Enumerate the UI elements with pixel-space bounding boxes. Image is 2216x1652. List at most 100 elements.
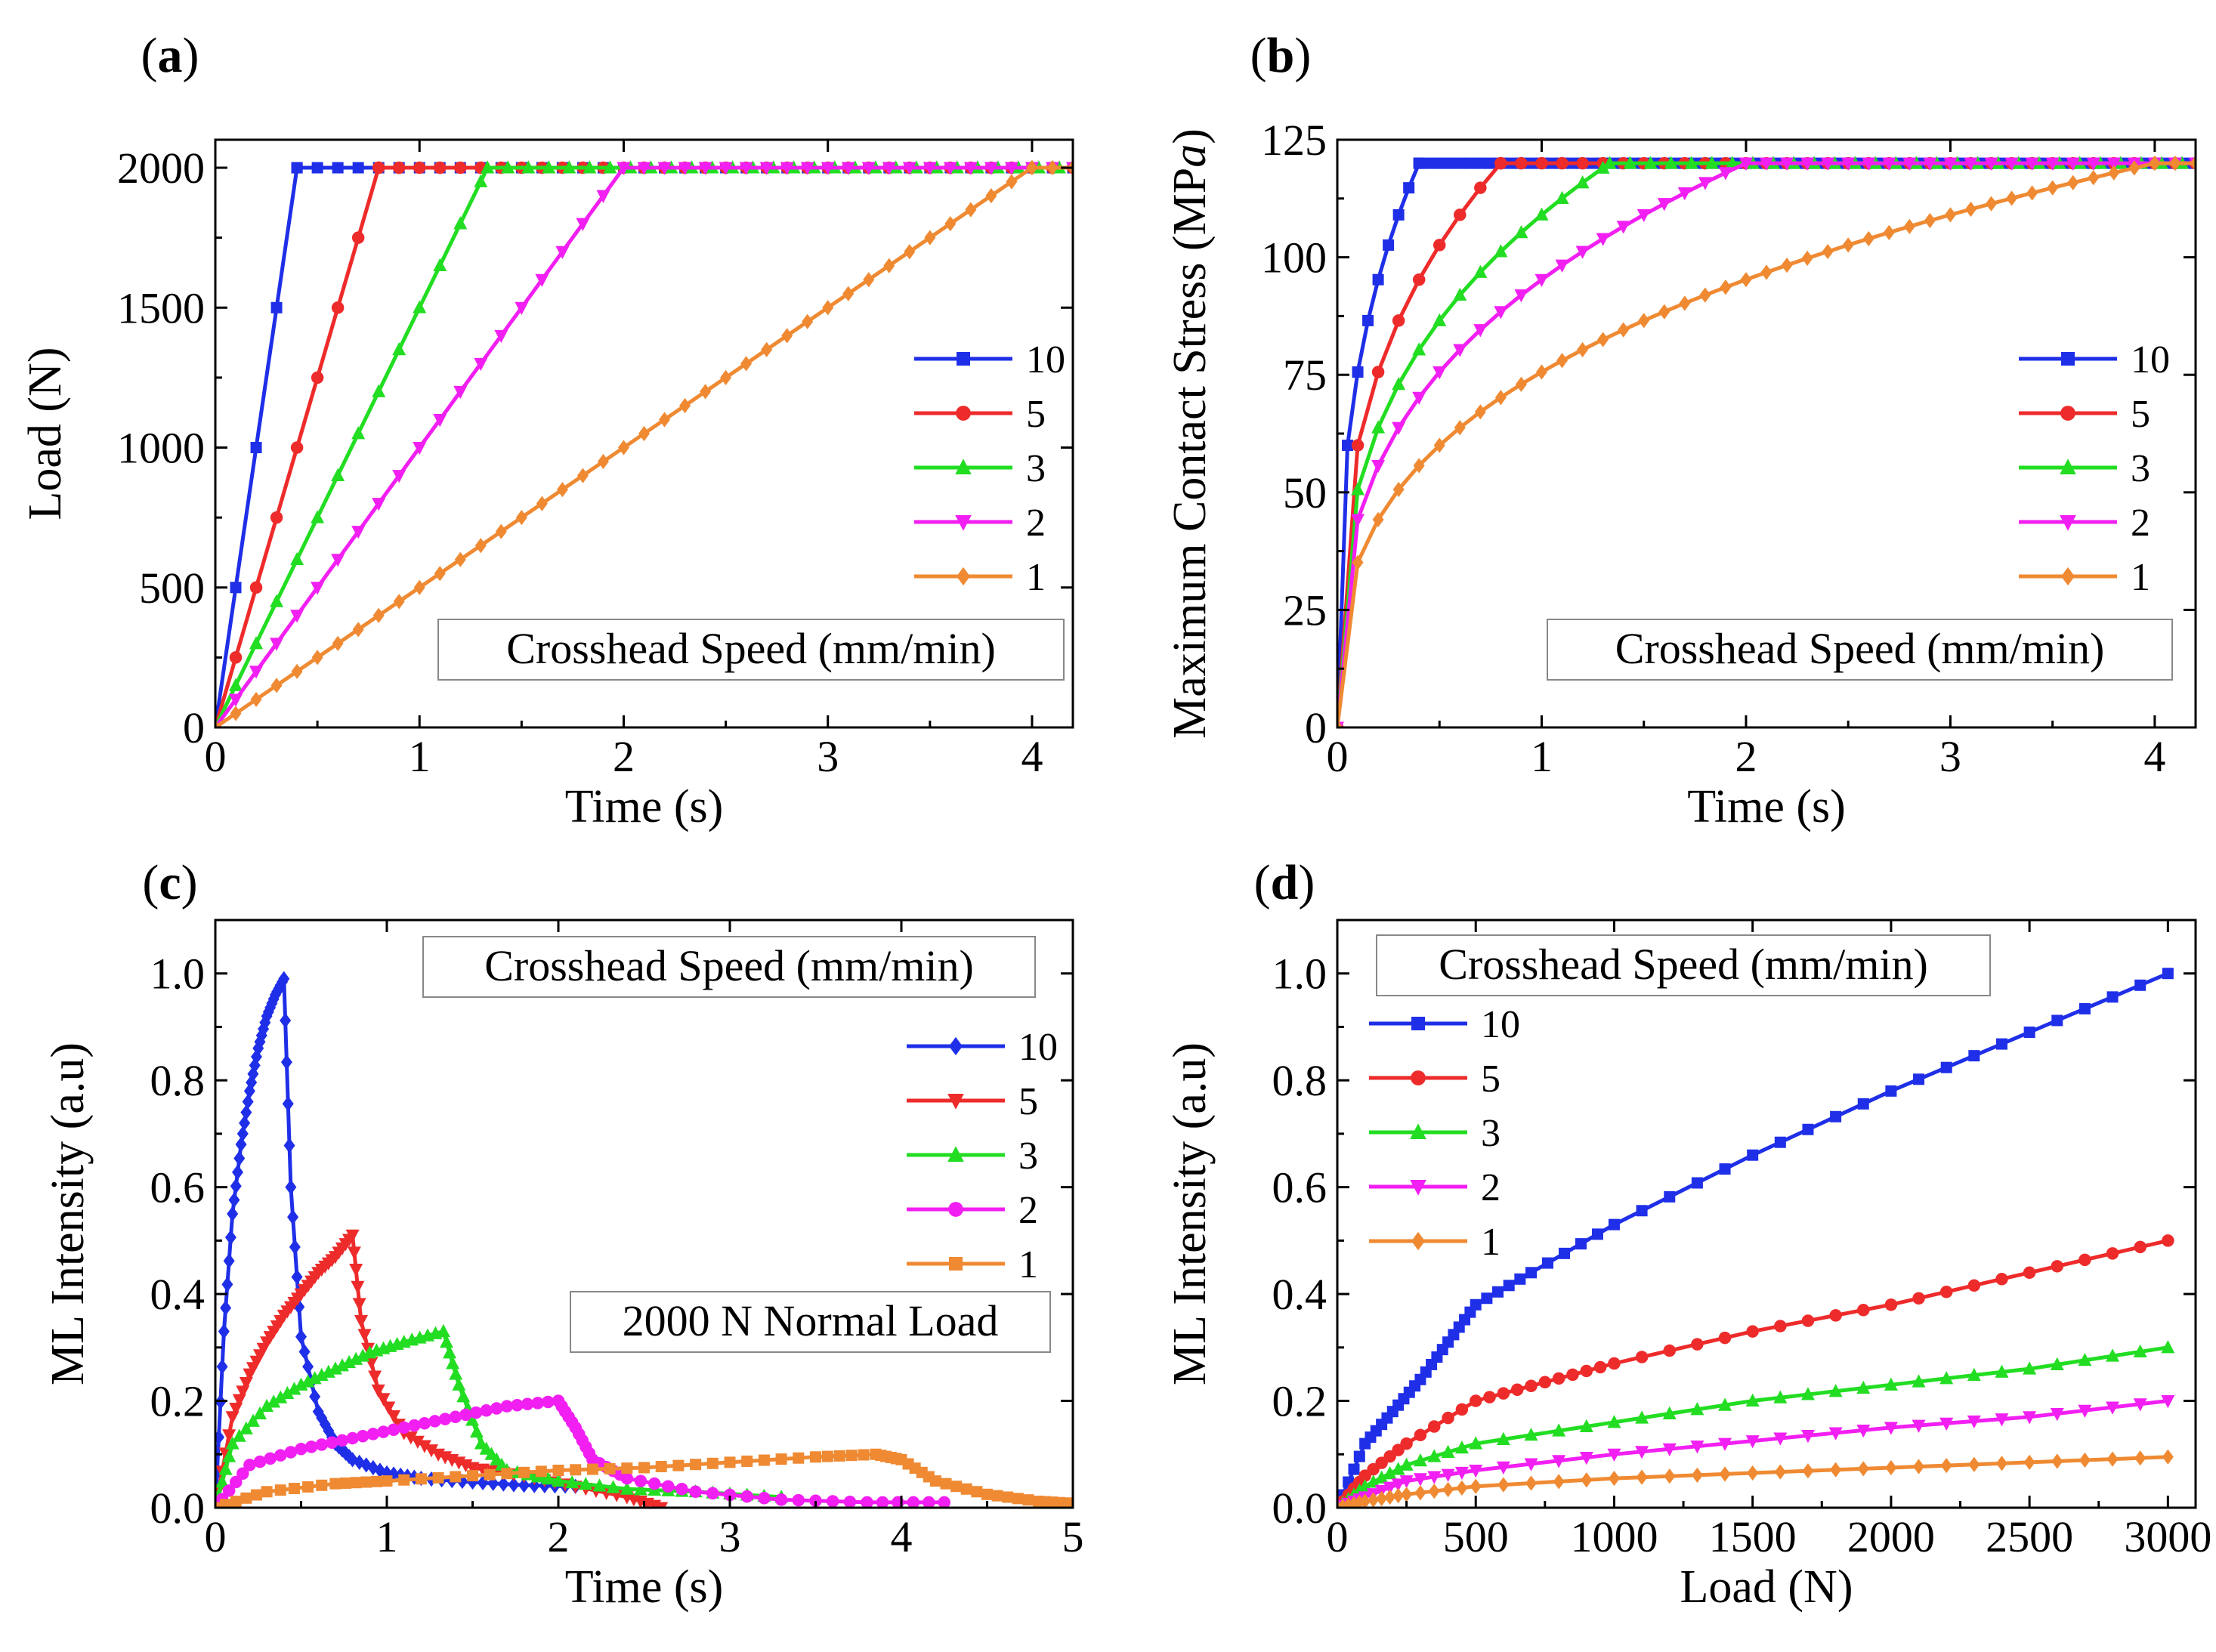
data-point [1718,167,1732,181]
data-point [377,1425,390,1438]
data-point [225,1436,240,1450]
data-point [1967,1415,1981,1429]
data-point [1362,314,1374,326]
data-point [621,1462,633,1474]
data-point [1454,1466,1469,1481]
data-point [1401,1487,1413,1502]
data-point [357,1329,372,1342]
data-point [1995,1413,2009,1427]
data-point [2051,1453,2063,1469]
data-point [290,441,304,454]
data-point [1862,230,1874,247]
data-point [340,1477,352,1489]
data-point [278,971,290,987]
data-point [280,1385,295,1400]
data-point [583,160,597,174]
data-point [1635,1351,1649,1363]
legend-swatch-marker [956,406,971,421]
data-point [413,579,425,595]
data-point [1535,273,1549,287]
data-point [467,1470,478,1482]
series-10 [1337,968,2174,1508]
data-point [450,1471,462,1483]
data-point [311,371,324,384]
data-point [1400,1437,1413,1450]
data-point [1774,1320,1787,1332]
data-point [449,1410,462,1424]
legend-item-5: 5 [2019,393,2150,436]
data-point [428,1415,441,1428]
data-point [469,1406,483,1419]
data-point [576,468,589,483]
data-point [1371,459,1386,474]
data-point [1623,156,1637,169]
legend-item-10: 10 [1369,1003,1520,1046]
data-point [781,328,793,344]
data-point [518,1466,530,1478]
data-point [724,1456,736,1468]
x-axis-label: Time (s) [565,1561,724,1613]
data-point [876,1496,889,1508]
data-point [453,216,468,230]
legend-label: 10 [1026,338,1065,381]
data-point [1967,1279,1981,1292]
data-point [261,1486,273,1498]
data-point [1913,1073,1925,1085]
data-point [2169,155,2181,171]
data-point [1353,1450,1365,1462]
legend-swatch-marker [2060,459,2076,474]
data-point [351,526,366,539]
data-point [398,1474,410,1486]
legend-label: 2 [1018,1189,1038,1232]
data-point [536,496,548,511]
data-point [1747,1465,1759,1481]
data-point [1780,157,1794,171]
data-point [1535,207,1549,221]
data-point [576,218,590,231]
legend-item-2: 2 [914,502,1046,545]
data-point [1525,1379,1538,1392]
data-point [439,1334,453,1348]
data-point [332,162,344,174]
data-point [267,1394,281,1408]
data-point [370,1475,382,1487]
data-point [239,1115,251,1131]
data-point [515,510,527,526]
x-tick-label: 4 [2143,732,2165,781]
data-point [501,160,515,174]
data-point [1371,366,1385,378]
data-point [484,1468,496,1481]
data-point [1441,1468,1455,1482]
data-point [476,1463,490,1477]
data-point [1829,1309,1842,1322]
data-point [2067,174,2079,191]
data-point [459,1408,472,1422]
legend-swatch-marker [949,1257,963,1271]
data-point [1414,1428,1427,1442]
y-tick-label: 0.0 [1272,1484,1327,1533]
data-point [2025,157,2039,171]
data-point [1884,1298,1898,1311]
data-point [1575,1238,1587,1250]
data-point [620,1471,634,1485]
data-point [904,244,916,260]
data-point [1497,1387,1510,1400]
data-point [802,313,814,329]
data-point [1618,322,1630,338]
data-point [1552,1372,1565,1385]
data-point [1885,1459,1897,1476]
data-point [1802,1463,1814,1479]
data-point [302,1359,314,1375]
data-point [2078,1353,2092,1366]
data-point [372,384,386,397]
data-point [1664,1190,1676,1203]
data-point [792,1493,805,1507]
series-1 [215,1448,1073,1508]
data-point [1372,273,1384,286]
x-axis-label: Load (N) [1680,1561,1853,1613]
data-point [2047,180,2059,196]
data-point [474,357,488,372]
data-point [215,719,221,727]
data-point [274,1390,288,1403]
